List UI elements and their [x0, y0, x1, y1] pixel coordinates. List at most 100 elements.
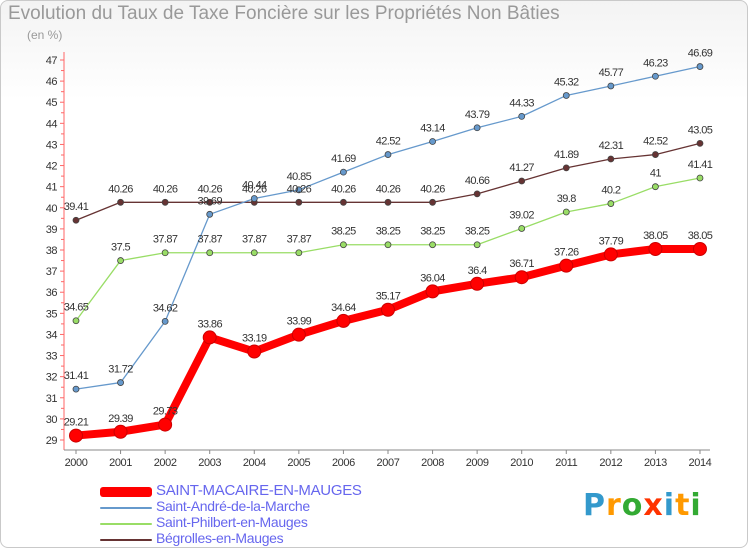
y-tick-label: 39: [46, 224, 58, 236]
data-label: 40.26: [153, 183, 178, 195]
x-tick-label: 2008: [421, 457, 444, 469]
y-tick-label: 36: [46, 287, 58, 299]
data-point: [607, 155, 615, 163]
data-label: 29.39: [108, 413, 133, 425]
data-label: 39.41: [64, 201, 89, 213]
data-point: [470, 276, 485, 291]
logo-letter: x: [643, 488, 664, 523]
data-label: 31.72: [108, 364, 133, 376]
data-label: 40.26: [242, 183, 267, 195]
data-point: [117, 379, 124, 386]
data-label: 37.79: [599, 235, 624, 247]
x-tick-label: 2010: [510, 457, 533, 469]
data-point: [336, 313, 351, 328]
data-point: [696, 63, 704, 70]
data-point: [295, 249, 303, 257]
y-tick-label: 37: [46, 266, 58, 278]
data-point: [206, 210, 214, 218]
y-tick-label: 43: [46, 139, 58, 151]
data-point: [72, 317, 80, 325]
data-label: 33.99: [287, 316, 312, 328]
data-label: 40.2: [601, 185, 620, 197]
x-tick-label: 2011: [555, 457, 577, 469]
data-point: [384, 151, 392, 158]
data-point: [340, 241, 347, 249]
data-label: 34.65: [64, 302, 89, 314]
x-tick-label: 2001: [109, 457, 132, 469]
data-point: [652, 151, 659, 158]
data-label: 46.69: [688, 48, 713, 60]
data-point: [161, 249, 169, 257]
data-point: [607, 82, 615, 90]
data-label: 36.4: [468, 265, 487, 277]
data-label: 36.71: [509, 258, 534, 270]
data-label: 43.79: [465, 109, 490, 121]
data-label: 34.62: [153, 302, 178, 314]
x-tick-label: 2003: [198, 457, 221, 469]
data-point: [514, 270, 529, 285]
data-label: 40.26: [197, 183, 222, 195]
y-tick-label: 38: [46, 245, 58, 257]
data-label: 40.26: [287, 183, 312, 195]
data-label: 42.31: [599, 140, 624, 152]
data-point: [340, 168, 347, 176]
data-point: [429, 241, 436, 249]
data-label: 37.87: [153, 234, 178, 246]
data-point: [562, 208, 570, 216]
legend-label: Saint-Philbert-en-Mauges: [156, 514, 308, 530]
x-tick-label: 2012: [599, 457, 622, 469]
y-tick-label: 34: [46, 329, 58, 341]
data-label: 40.66: [465, 175, 490, 187]
data-label: 45.32: [554, 76, 579, 88]
data-label: 38.25: [376, 226, 401, 238]
data-point: [202, 330, 217, 345]
data-label: 43.05: [688, 124, 713, 136]
data-point: [72, 385, 80, 393]
data-label: 35.17: [376, 291, 401, 303]
x-tick-label: 2009: [466, 457, 489, 469]
data-label: 41.69: [331, 153, 356, 165]
data-point: [473, 124, 481, 132]
data-label: 46.23: [643, 57, 668, 69]
logo-letter: r: [606, 488, 622, 523]
data-point: [291, 327, 306, 342]
data-point: [117, 257, 124, 264]
data-label: 31.41: [64, 370, 89, 382]
data-point: [648, 241, 663, 256]
data-label: 40.44: [242, 179, 267, 191]
data-label: 43.14: [420, 122, 445, 134]
data-label: 40.85: [287, 171, 312, 183]
data-point: [562, 164, 570, 172]
data-point: [384, 241, 392, 249]
x-tick-label: 2014: [689, 457, 712, 469]
data-label: 38.05: [643, 230, 668, 242]
data-point: [69, 428, 83, 443]
data-point: [250, 249, 258, 257]
y-tick-label: 29: [46, 435, 58, 447]
y-tick-label: 42: [46, 161, 58, 173]
data-label: 37.26: [554, 247, 579, 259]
y-tick-label: 32: [46, 372, 58, 384]
data-point: [607, 200, 615, 207]
y-tick-label: 41: [46, 182, 58, 194]
data-point: [161, 198, 169, 206]
data-point: [425, 284, 440, 299]
data-point: [518, 112, 526, 120]
logo-letter: P: [583, 488, 606, 523]
data-point: [113, 424, 128, 439]
data-label: 39.69: [197, 195, 222, 207]
data-point: [559, 258, 574, 273]
x-tick-label: 2006: [332, 457, 355, 469]
data-point: [384, 198, 392, 206]
data-label: 45.77: [599, 67, 624, 79]
data-point: [696, 139, 704, 147]
data-label: 33.86: [197, 318, 222, 330]
chart-subtitle: (en %): [27, 28, 63, 42]
data-label: 38.05: [688, 230, 713, 242]
data-label: 37.87: [197, 234, 222, 246]
data-point: [692, 241, 707, 256]
x-tick-label: 2013: [644, 457, 667, 469]
data-label: 44.33: [509, 97, 534, 109]
data-point: [206, 249, 214, 257]
data-point: [295, 186, 303, 194]
